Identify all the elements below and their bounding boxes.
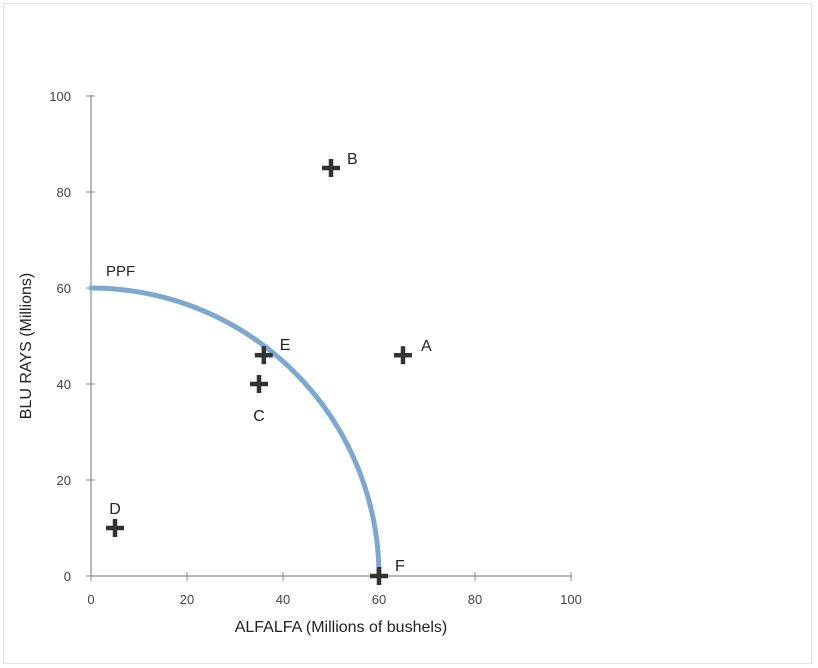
chart-frame: 0 20 40 60 80 100 0 20 40 60 80 100 A B C D E F ALFALFA …: [3, 3, 812, 664]
ppf-curve: [88, 285, 382, 579]
ppf-curve-layer: [88, 285, 382, 579]
plus-marker-vertical: [112, 519, 118, 537]
x-tick-label: 20: [180, 592, 194, 607]
point-label-d: D: [109, 501, 121, 518]
point-b: B: [322, 151, 358, 177]
point-label-b: B: [347, 151, 358, 168]
y-axis-title: BLU RAYS (Millions): [18, 273, 35, 419]
point-a: A: [394, 338, 432, 365]
point-d: D: [106, 501, 124, 537]
x-tick-label: 40: [276, 592, 290, 607]
x-tick-label: 100: [560, 592, 582, 607]
x-tick-label: 0: [87, 592, 94, 607]
points-layer: A B C D E F: [106, 151, 432, 585]
point-label-f: F: [395, 558, 405, 575]
y-tick-label: 40: [57, 377, 71, 392]
y-tick-label: 20: [57, 473, 71, 488]
y-tick-label: 60: [57, 281, 71, 296]
plus-marker-vertical: [328, 159, 334, 177]
plus-marker-vertical: [261, 346, 267, 365]
point-label-a: A: [421, 338, 432, 355]
point-c: C: [250, 375, 268, 425]
point-label-e: E: [280, 337, 291, 354]
point-label-c: C: [253, 408, 265, 425]
ppf-label: PPF: [106, 263, 135, 280]
plus-marker-vertical: [400, 346, 406, 365]
point-e: E: [254, 337, 291, 365]
x-tick-label: 60: [372, 592, 386, 607]
plus-marker-vertical: [256, 375, 262, 393]
y-tick-label: 80: [57, 185, 71, 200]
x-axis-title: ALFALFA (Millions of bushels): [235, 619, 448, 636]
ppf-chart: 0 20 40 60 80 100 0 20 40 60 80 100 A B C D E F ALFALFA …: [18, 89, 582, 636]
plus-marker-vertical: [376, 567, 382, 585]
x-tick-label: 80: [468, 592, 482, 607]
axes: 0 20 40 60 80 100 0 20 40 60 80 100: [49, 89, 582, 607]
y-tick-label: 100: [49, 89, 71, 104]
point-f: F: [370, 558, 405, 585]
y-tick-label: 0: [64, 569, 71, 584]
